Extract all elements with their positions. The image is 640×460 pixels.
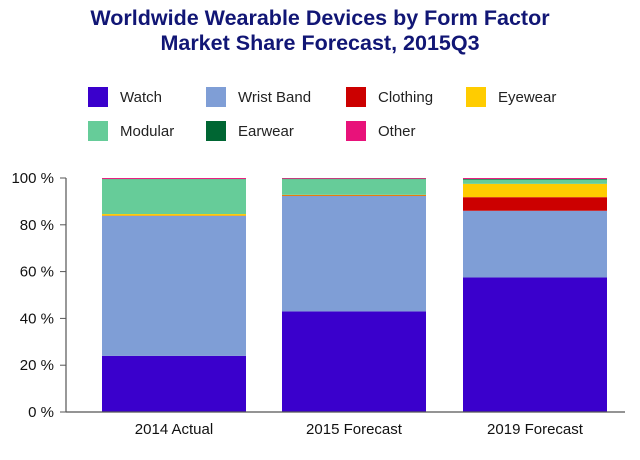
chart-title-line-1: Worldwide Wearable Devices by Form Facto… bbox=[90, 6, 550, 30]
legend-item-clothing: Clothing bbox=[346, 87, 433, 107]
bar-segment-other-1 bbox=[282, 178, 426, 179]
x-tick-label: 2014 Actual bbox=[135, 421, 213, 438]
bar-segment-modular-2 bbox=[463, 179, 607, 184]
x-tick-label: 2019 Forecast bbox=[487, 421, 584, 438]
x-tick-label: 2015 Forecast bbox=[306, 421, 403, 438]
legend-label-earwear: Earwear bbox=[238, 122, 294, 140]
chart-legend: Watch Wrist Band Clothing Eyewear Modula… bbox=[0, 0, 640, 150]
legend-item-other: Other bbox=[346, 121, 416, 141]
legend-swatch-eyewear bbox=[466, 87, 486, 107]
legend-swatch-wrist-band bbox=[206, 87, 226, 107]
legend-item-eyewear: Eyewear bbox=[466, 87, 556, 107]
bar-stack-0 bbox=[102, 178, 246, 412]
legend-label-watch: Watch bbox=[120, 88, 162, 106]
bar-segment-eyewear-1 bbox=[282, 194, 426, 196]
bar-stack-1 bbox=[282, 178, 426, 412]
bar-segment-modular-1 bbox=[282, 179, 426, 195]
legend-item-earwear: Earwear bbox=[206, 121, 294, 141]
legend-swatch-modular bbox=[88, 121, 108, 141]
y-tick-label: 40 % bbox=[20, 310, 54, 327]
legend-label-modular: Modular bbox=[120, 122, 175, 140]
legend-swatch-clothing bbox=[346, 87, 366, 107]
bar-segment-watch-0 bbox=[102, 355, 246, 412]
legend-swatch-other bbox=[346, 121, 366, 141]
bar-segment-wrist-band-2 bbox=[463, 210, 607, 278]
y-tick-label: 0 % bbox=[28, 404, 54, 421]
chart-title: Worldwide Wearable Devices by Form Facto… bbox=[0, 6, 640, 56]
bar-segment-wrist-band-1 bbox=[282, 196, 426, 312]
bar-segment-other-2 bbox=[463, 178, 607, 179]
bar-stack-2 bbox=[463, 178, 607, 412]
bar-segment-clothing-2 bbox=[463, 197, 607, 211]
bar-segment-watch-2 bbox=[463, 277, 607, 412]
legend-swatch-earwear bbox=[206, 121, 226, 141]
legend-label-other: Other bbox=[378, 122, 416, 140]
bar-segment-eyewear-2 bbox=[463, 183, 607, 198]
bar-segment-wrist-band-0 bbox=[102, 215, 246, 356]
y-tick-label: 100 % bbox=[11, 170, 54, 187]
legend-label-clothing: Clothing bbox=[378, 88, 434, 106]
bar-segment-watch-1 bbox=[282, 311, 426, 412]
legend-label-wrist-band: Wrist Band bbox=[238, 88, 312, 106]
y-tick-label: 80 % bbox=[20, 217, 54, 234]
bar-segment-other-0 bbox=[102, 178, 246, 179]
y-tick-label: 60 % bbox=[20, 264, 54, 281]
legend-label-eyewear: Eyewear bbox=[498, 88, 557, 106]
bar-segment-earwear-2 bbox=[463, 178, 607, 180]
bar-segment-modular-0 bbox=[102, 179, 246, 215]
legend-item-modular: Modular bbox=[88, 121, 174, 141]
legend-item-watch: Watch bbox=[88, 87, 162, 107]
bar-segment-eyewear-0 bbox=[102, 214, 246, 216]
y-tick-label: 20 % bbox=[20, 357, 54, 374]
legend-item-wrist-band: Wrist Band bbox=[206, 87, 311, 107]
chart-title-line-2: Market Share Forecast, 2015Q3 bbox=[160, 31, 480, 55]
legend-swatch-watch bbox=[88, 87, 108, 107]
